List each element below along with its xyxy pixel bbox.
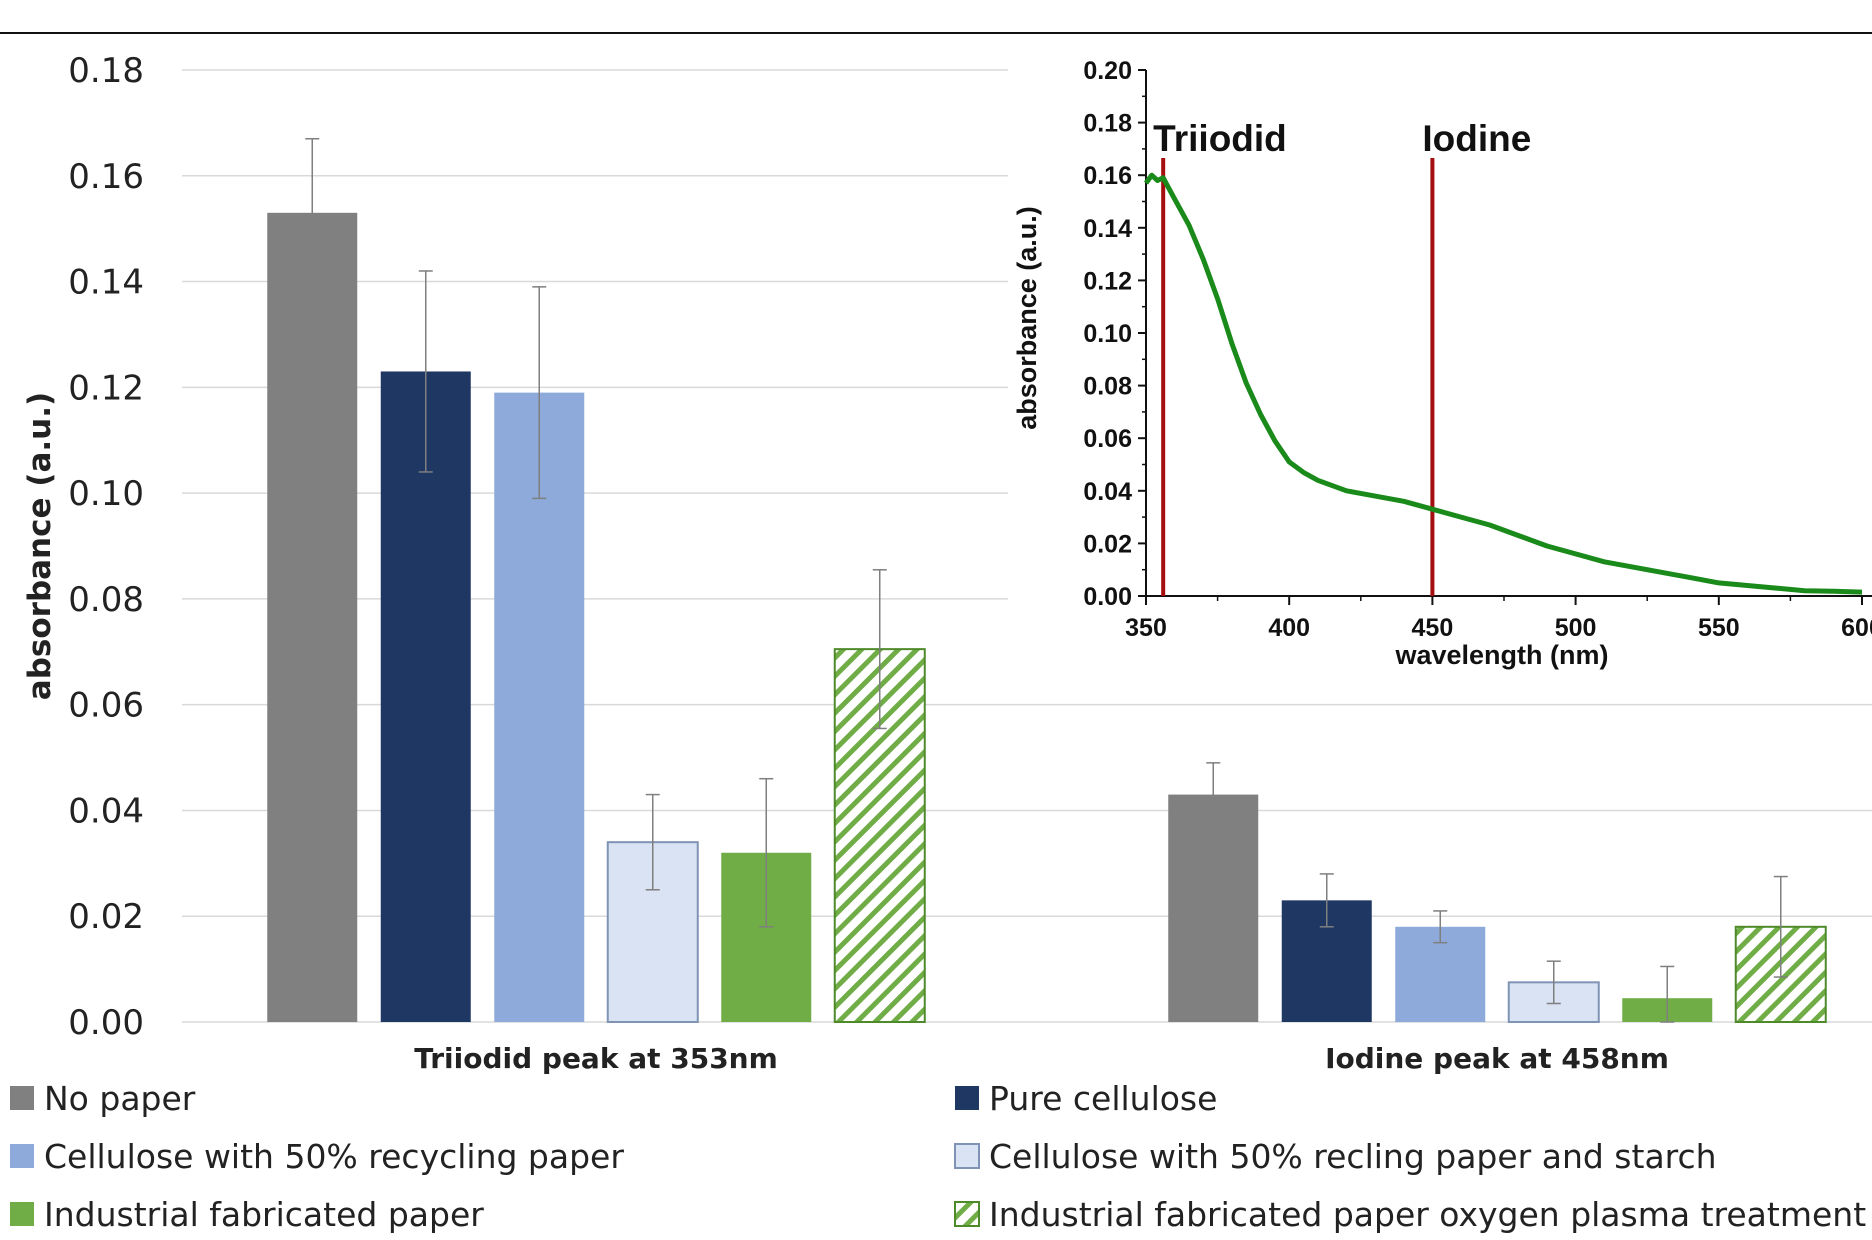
legend-swatch [10, 1144, 34, 1168]
category-label: Triiodid peak at 353nm [414, 1042, 778, 1075]
legend-swatch [954, 1201, 980, 1227]
legend-label: No paper [44, 1079, 196, 1118]
legend-label: Cellulose with 50% recling paper and sta… [989, 1137, 1717, 1176]
main-y-tick-label: 0.12 [68, 368, 144, 408]
inset-y-tick-label: 0.02 [1083, 530, 1132, 558]
main-y-tick-label: 0.14 [68, 263, 144, 303]
main-y-tick-labels: 0.00 0.02 0.04 0.06 0.08 0.10 0.12 0.14 0.16 0.18 [68, 51, 144, 1043]
category-label: Iodine peak at 458nm [1325, 1042, 1669, 1075]
inset-y-tick-label: 0.16 [1083, 162, 1132, 190]
main-y-tick-label: 0.06 [68, 686, 144, 726]
inset-peak-markers: Triiodid Iodine [1153, 118, 1531, 596]
legend: No paper Pure cellulose Cellulose with 50%… [10, 1079, 1866, 1234]
legend-label: Industrial fabricated paper oxygen plasm… [989, 1195, 1866, 1234]
legend-swatch [954, 1143, 980, 1169]
inset-y-tick-label: 0.08 [1083, 373, 1132, 401]
inset-y-tick-label: 0.18 [1083, 110, 1132, 138]
main-y-tick-label: 0.18 [68, 51, 144, 91]
main-y-tick-label: 0.16 [68, 157, 144, 197]
main-bars [267, 138, 1827, 1024]
inset-y-tick-label: 0.00 [1083, 583, 1132, 611]
inset-background [1008, 46, 1872, 676]
inset-axes [1138, 69, 1872, 605]
main-y-tick-label: 0.10 [68, 474, 144, 514]
inset-x-tick-label: 600 [1841, 614, 1872, 642]
peak-marker-label: Triiodid [1153, 118, 1287, 159]
inset-y-tick-label: 0.10 [1083, 320, 1132, 348]
bar-2-group-1 [380, 371, 471, 1022]
inset-y-tick-label: 0.06 [1083, 425, 1132, 453]
inset-tick-labels: 0.00 0.02 0.04 0.06 0.08 0.10 0.12 0.14 0.16 0.18… [1083, 57, 1872, 642]
main-category-labels: Triiodid peak at 353nm Iodine peak at 458… [414, 1042, 1669, 1075]
legend-label: Cellulose with 50% recycling paper [44, 1137, 624, 1176]
peak-marker-label: Iodine [1422, 118, 1531, 159]
main-y-axis-title: absorbance (a.u.) [22, 392, 58, 700]
inset-x-axis-title: wavelength (nm) [1394, 640, 1608, 670]
inset-x-tick-label: 350 [1125, 614, 1167, 642]
inset-y-axis-title: absorbance (a.u.) [1012, 206, 1042, 430]
inset-y-tick-label: 0.20 [1083, 57, 1132, 85]
legend-swatch [10, 1086, 34, 1110]
inset-x-tick-label: 450 [1412, 614, 1454, 642]
inset-y-tick-label: 0.04 [1083, 478, 1132, 506]
legend-swatch [10, 1202, 34, 1226]
bar-1-group-1 [267, 212, 358, 1023]
inset-spectrum-line [1143, 172, 1863, 595]
inset-y-tick-label: 0.12 [1083, 267, 1132, 295]
legend-swatch [955, 1086, 979, 1110]
inset-x-tick-label: 500 [1555, 614, 1597, 642]
main-y-tick-label: 0.04 [68, 791, 144, 831]
inset-spectrum-chart: 0.00 0.02 0.04 0.06 0.08 0.10 0.12 0.14 0.16 0.18… [1008, 46, 1872, 676]
main-y-tick-label: 0.08 [68, 580, 144, 620]
bar-1-group-2 [1168, 794, 1259, 1022]
legend-label: Pure cellulose [989, 1079, 1217, 1118]
inset-x-tick-label: 400 [1268, 614, 1310, 642]
inset-x-tick-label: 550 [1698, 614, 1740, 642]
main-bar-chart: 0.00 0.02 0.04 0.06 0.08 0.10 0.12 0.14 0.16 0.18… [22, 51, 1872, 1075]
legend-label: Industrial fabricated paper [44, 1195, 484, 1234]
main-y-tick-label: 0.00 [68, 1003, 144, 1043]
main-y-tick-label: 0.02 [68, 897, 144, 937]
inset-y-tick-label: 0.14 [1083, 215, 1132, 243]
